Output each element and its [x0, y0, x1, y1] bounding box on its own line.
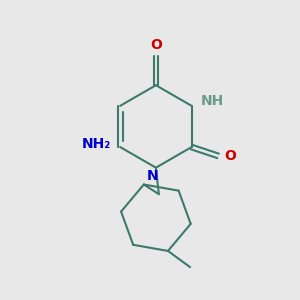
- Text: NH: NH: [200, 94, 224, 108]
- Text: O: O: [150, 38, 162, 52]
- Text: O: O: [225, 149, 236, 163]
- Text: N: N: [147, 169, 159, 183]
- Text: NH₂: NH₂: [82, 137, 111, 151]
